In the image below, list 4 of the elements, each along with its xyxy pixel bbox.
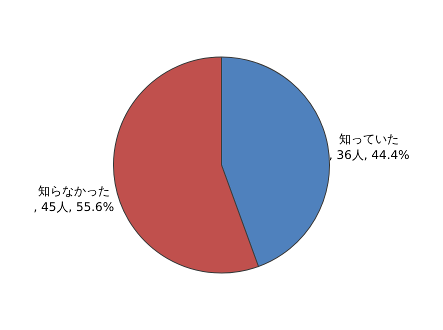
slice-label: 知らなかった [38,184,110,198]
data-label: , 36人, 44.4% [328,148,410,162]
data-label: , 45人, 55.6% [33,200,114,214]
slice-label: 知っていた [339,132,400,146]
